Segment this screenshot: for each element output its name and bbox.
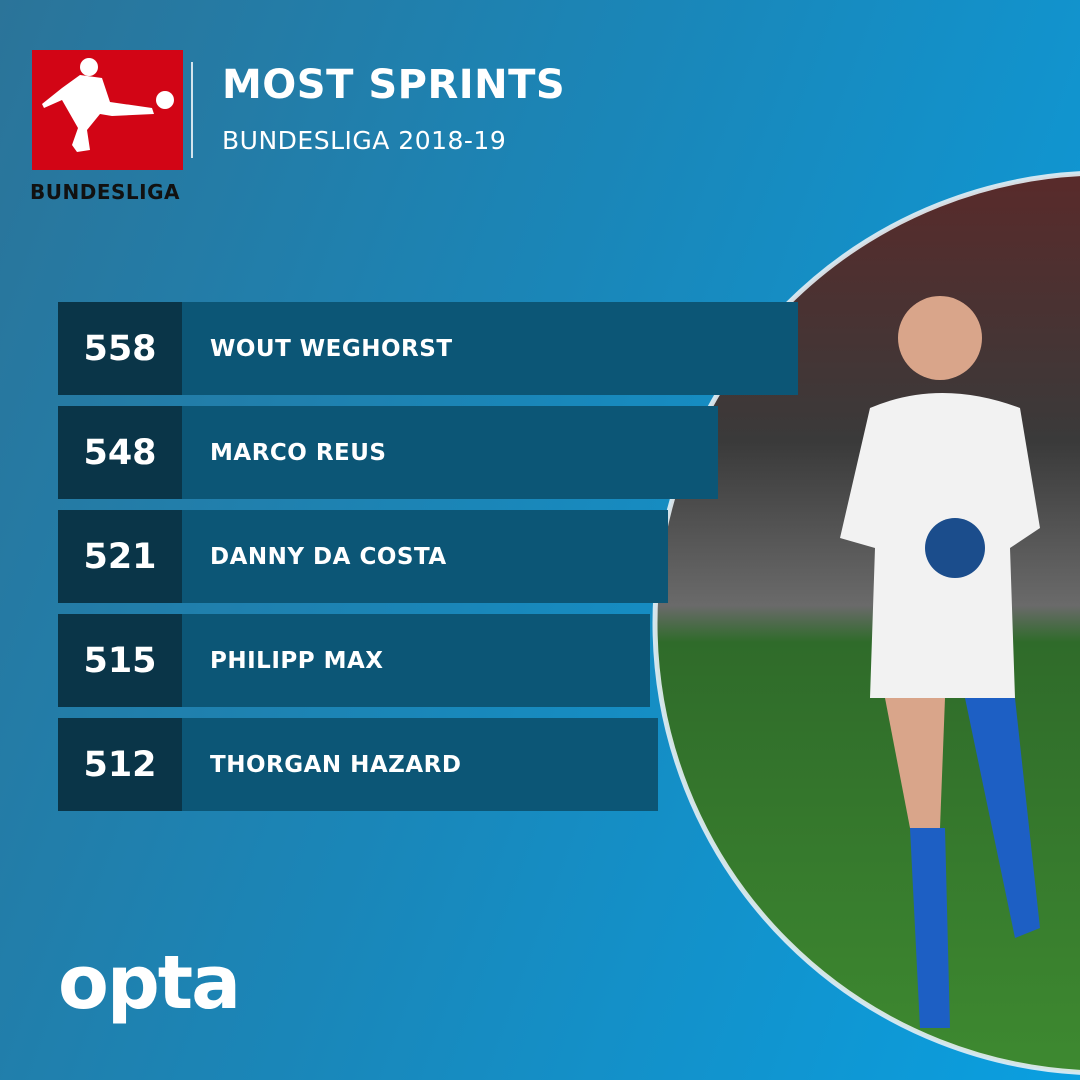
table-row: 512 THORGAN HAZARD: [58, 718, 658, 811]
page-title: MOST SPRINTS: [222, 62, 566, 108]
player-photo: [652, 171, 1080, 1075]
player-name: THORGAN HAZARD: [210, 751, 462, 778]
sprint-count: 512: [58, 718, 182, 811]
opta-logo: opta: [58, 940, 241, 1026]
sprint-count: 521: [58, 510, 182, 603]
player-name: WOUT WEGHORST: [210, 335, 453, 362]
sprint-count: 548: [58, 406, 182, 499]
table-row: 521 DANNY DA COSTA: [58, 510, 668, 603]
sprint-count: 558: [58, 302, 182, 395]
page-subtitle: BUNDESLIGA 2018-19: [222, 126, 507, 155]
bundesliga-logo: [32, 50, 183, 170]
table-row: 558 WOUT WEGHORST: [58, 302, 798, 395]
logo-wordmark: BUNDESLIGA: [30, 180, 180, 204]
photo-border: [652, 171, 1080, 1075]
player-name: PHILIPP MAX: [210, 647, 384, 674]
player-figure: [840, 296, 1040, 1028]
divider: [191, 62, 193, 158]
player-name: MARCO REUS: [210, 439, 387, 466]
sprint-count: 515: [58, 614, 182, 707]
table-row: 515 PHILIPP MAX: [58, 614, 650, 707]
player-name: DANNY DA COSTA: [210, 543, 447, 570]
player-silhouette-icon: [42, 58, 174, 152]
table-row: 548 MARCO REUS: [58, 406, 718, 499]
